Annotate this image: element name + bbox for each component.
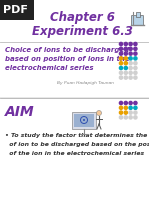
Circle shape bbox=[129, 101, 132, 105]
Text: PDF: PDF bbox=[3, 5, 28, 15]
Circle shape bbox=[129, 106, 132, 109]
Circle shape bbox=[129, 57, 132, 60]
Text: Chapter 6: Chapter 6 bbox=[50, 11, 114, 25]
FancyBboxPatch shape bbox=[132, 15, 143, 26]
Bar bbox=[74, 114, 94, 127]
Bar bbox=[136, 12, 140, 17]
Circle shape bbox=[119, 71, 123, 74]
Circle shape bbox=[134, 52, 137, 55]
Circle shape bbox=[124, 116, 127, 119]
Text: Choice of ions to be discharged
based on position of ions in the
electrochemical: Choice of ions to be discharged based on… bbox=[5, 47, 130, 71]
Circle shape bbox=[134, 76, 137, 79]
Circle shape bbox=[119, 116, 123, 119]
Circle shape bbox=[124, 52, 127, 55]
Circle shape bbox=[129, 62, 132, 65]
Circle shape bbox=[129, 52, 132, 55]
Text: AIM: AIM bbox=[5, 105, 35, 119]
Circle shape bbox=[134, 47, 137, 50]
Text: • To study the factor that determines the choice: • To study the factor that determines th… bbox=[5, 133, 149, 138]
Circle shape bbox=[124, 66, 127, 70]
Circle shape bbox=[119, 62, 123, 65]
Circle shape bbox=[129, 116, 132, 119]
Circle shape bbox=[119, 57, 123, 60]
Circle shape bbox=[119, 47, 123, 50]
Text: of the ion in the electrochemical series: of the ion in the electrochemical series bbox=[5, 151, 144, 156]
Circle shape bbox=[119, 111, 123, 114]
Circle shape bbox=[129, 111, 132, 114]
Circle shape bbox=[129, 76, 132, 79]
Circle shape bbox=[124, 57, 127, 60]
Bar bbox=[0, 0, 149, 97]
Circle shape bbox=[134, 111, 137, 114]
Circle shape bbox=[134, 66, 137, 70]
Circle shape bbox=[124, 62, 127, 65]
Bar bbox=[0, 0, 34, 20]
Circle shape bbox=[124, 71, 127, 74]
Circle shape bbox=[124, 76, 127, 79]
Circle shape bbox=[119, 52, 123, 55]
Circle shape bbox=[119, 106, 123, 109]
Circle shape bbox=[124, 42, 127, 46]
Circle shape bbox=[129, 66, 132, 70]
Circle shape bbox=[134, 57, 137, 60]
Circle shape bbox=[124, 111, 127, 114]
Circle shape bbox=[129, 42, 132, 46]
Circle shape bbox=[119, 66, 123, 70]
Text: By Puan Hadapigh Taunan: By Puan Hadapigh Taunan bbox=[57, 81, 113, 85]
Circle shape bbox=[124, 47, 127, 50]
Circle shape bbox=[119, 42, 123, 46]
Circle shape bbox=[124, 101, 127, 105]
Circle shape bbox=[134, 116, 137, 119]
Circle shape bbox=[124, 106, 127, 109]
Bar bbox=[72, 112, 96, 129]
Circle shape bbox=[129, 47, 132, 50]
Circle shape bbox=[97, 110, 101, 115]
Circle shape bbox=[134, 101, 137, 105]
Circle shape bbox=[134, 71, 137, 74]
Circle shape bbox=[129, 71, 132, 74]
Bar bbox=[0, 99, 149, 198]
Circle shape bbox=[119, 101, 123, 105]
Circle shape bbox=[134, 62, 137, 65]
Text: of ion to be discharged based on the position: of ion to be discharged based on the pos… bbox=[5, 142, 149, 147]
Text: Experiment 6.3: Experiment 6.3 bbox=[32, 26, 132, 38]
Circle shape bbox=[134, 42, 137, 46]
Circle shape bbox=[134, 106, 137, 109]
Circle shape bbox=[119, 76, 123, 79]
Circle shape bbox=[83, 119, 85, 121]
